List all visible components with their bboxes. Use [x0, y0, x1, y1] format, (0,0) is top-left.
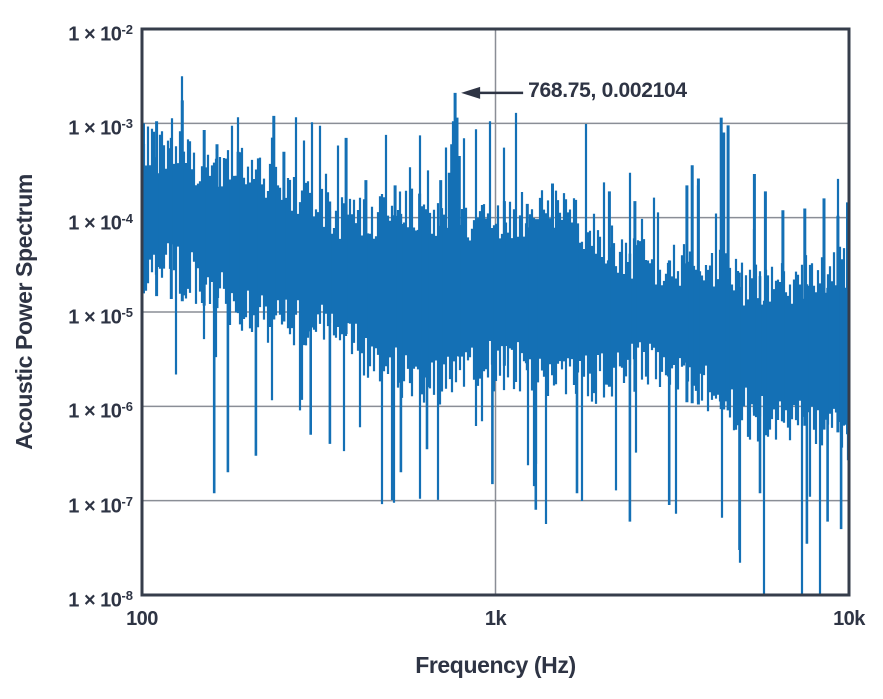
y-tick-label: 1 × 10-5 — [68, 305, 133, 329]
spectrum-plot-svg — [140, 27, 851, 597]
y-tick-label: 1 × 10-2 — [68, 22, 133, 46]
y-tick-label: 1 × 10-7 — [68, 493, 133, 518]
y-tick-label: 1 × 10-4 — [68, 210, 133, 235]
plot-border — [140, 27, 851, 597]
annotation-arrow-head — [461, 86, 481, 99]
y-tick-label: 1 × 10-8 — [68, 588, 133, 612]
peak-annotation-label: 768.75, 0.002104 — [528, 78, 687, 102]
x-tick-label: 1k — [484, 608, 507, 630]
plot-area — [140, 27, 851, 597]
spectrum-dips — [212, 181, 843, 550]
y-tick-label: 1 × 10-6 — [68, 399, 133, 423]
x-axis-title: Frequency (Hz) — [415, 652, 576, 678]
x-tick-label: 100 — [126, 608, 158, 630]
x-tick-label: 10k — [833, 608, 865, 630]
y-tick-label: 1 × 10-3 — [68, 116, 133, 140]
